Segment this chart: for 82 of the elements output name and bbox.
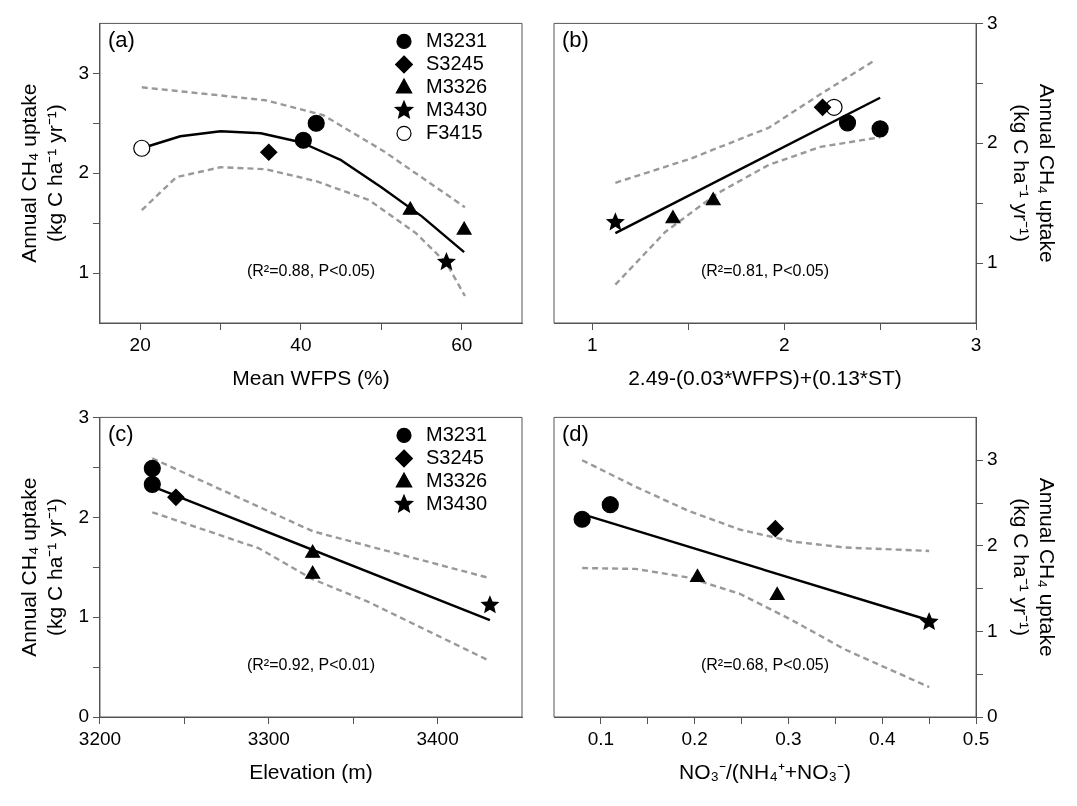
point xyxy=(305,565,321,579)
point xyxy=(305,544,321,558)
annotation: (R²=0.81, P<0.05) xyxy=(700,262,830,280)
legend-label: M3231 xyxy=(426,28,488,51)
point xyxy=(838,114,857,132)
y-tick-label: 1 xyxy=(78,261,89,283)
legend-label: S3245 xyxy=(426,51,484,74)
line-series xyxy=(140,166,467,298)
x-tick-label: 3 xyxy=(970,333,982,355)
y-tick-label: 3 xyxy=(78,61,89,83)
y2-axis-title: Annual CH₄ uptake (kg C ha⁻¹ yr⁻¹) xyxy=(1010,83,1059,263)
legend-label: M3326 xyxy=(426,74,488,97)
y-tick-label: 3 xyxy=(78,405,89,427)
x-tick-label: 3200 xyxy=(78,727,122,749)
point xyxy=(294,131,312,149)
x-tick-label: 60 xyxy=(451,333,473,355)
annotation: (R²=0.92, P<0.01) xyxy=(246,656,376,674)
point xyxy=(436,252,456,271)
annotation: (R²=0.88, P<0.05) xyxy=(246,262,376,280)
point xyxy=(143,459,161,477)
point xyxy=(133,139,151,157)
point xyxy=(456,221,472,235)
point xyxy=(143,475,161,493)
point xyxy=(605,212,625,231)
point xyxy=(260,143,278,161)
y-tick-label: 2 xyxy=(78,161,89,183)
y2-tick-label: 3 xyxy=(987,448,998,470)
point xyxy=(480,595,500,614)
x-tick-label: 0.3 xyxy=(775,727,802,749)
x-tick-label: 0.5 xyxy=(962,727,990,749)
y2-tick-label: 2 xyxy=(987,131,998,153)
point xyxy=(871,120,889,138)
point xyxy=(307,114,325,132)
y-tick-label: 1 xyxy=(78,605,89,627)
x-axis-title: NO₃⁻/(NH₄⁺+NO₃⁻) xyxy=(678,760,852,784)
y2-tick-label: 1 xyxy=(987,619,998,641)
x-tick-label: 0.1 xyxy=(587,727,615,749)
line-series xyxy=(580,566,931,689)
annotation: (R²=0.68, P<0.05) xyxy=(700,656,830,674)
x-tick-label: 1 xyxy=(587,333,598,355)
y2-tick-label: 2 xyxy=(987,534,998,556)
x-tick-label: 3400 xyxy=(416,727,459,749)
line-series xyxy=(614,60,874,184)
point xyxy=(665,210,681,224)
legend-label: M3430 xyxy=(426,97,488,120)
y2-tick-label: 0 xyxy=(987,705,998,727)
x-axis-title: Elevation (m) xyxy=(249,760,373,784)
y-axis-title: Annual CH₄ uptake (kg C ha⁻¹ yr⁻¹) xyxy=(17,83,66,263)
point xyxy=(769,586,785,601)
point xyxy=(601,496,619,514)
annotation: (c) xyxy=(107,421,134,447)
point xyxy=(919,611,939,631)
point xyxy=(689,568,706,583)
legend-label: M3231 xyxy=(426,422,488,445)
y-tick-label: 2 xyxy=(78,505,89,527)
annotation: (b) xyxy=(562,27,589,53)
y2-axis-title: Annual CH₄ uptake (kg C ha⁻¹ yr⁻¹) xyxy=(1010,477,1059,657)
point xyxy=(813,98,832,116)
line-series xyxy=(580,459,931,553)
x-tick-label: 0.4 xyxy=(869,727,896,749)
point xyxy=(766,520,784,538)
legend-label: S3245 xyxy=(426,445,484,468)
annotation: (a) xyxy=(107,27,135,53)
annotation: (d) xyxy=(562,421,589,447)
x-tick-label: 40 xyxy=(290,333,312,355)
legend-label: M3430 xyxy=(426,491,488,514)
y-axis-title: Annual CH₄ uptake (kg C ha⁻¹ yr⁻¹) xyxy=(17,477,66,657)
x-axis-title: 2.49-(0.03*WFPS)+(0.13*ST) xyxy=(628,366,902,390)
legend-label: F3415 xyxy=(426,120,483,143)
legend-label: M3326 xyxy=(426,468,488,491)
point xyxy=(167,488,185,506)
y2-tick-label: 1 xyxy=(987,251,998,273)
point xyxy=(402,201,418,215)
x-tick-label: 20 xyxy=(129,333,151,355)
x-tick-label: 2 xyxy=(778,333,790,355)
x-axis-title: Mean WFPS (%) xyxy=(232,366,390,390)
point xyxy=(573,510,591,528)
x-tick-label: 3300 xyxy=(247,727,290,749)
y-tick-label: 0 xyxy=(78,705,89,727)
point xyxy=(705,192,721,206)
y2-tick-label: 3 xyxy=(987,11,998,33)
x-tick-label: 0.2 xyxy=(681,727,708,749)
